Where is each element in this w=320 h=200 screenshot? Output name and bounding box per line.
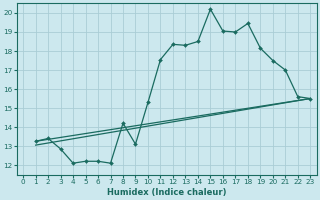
X-axis label: Humidex (Indice chaleur): Humidex (Indice chaleur): [107, 188, 227, 197]
